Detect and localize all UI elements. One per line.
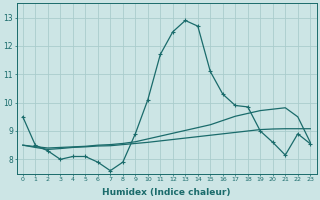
X-axis label: Humidex (Indice chaleur): Humidex (Indice chaleur)	[102, 188, 231, 197]
